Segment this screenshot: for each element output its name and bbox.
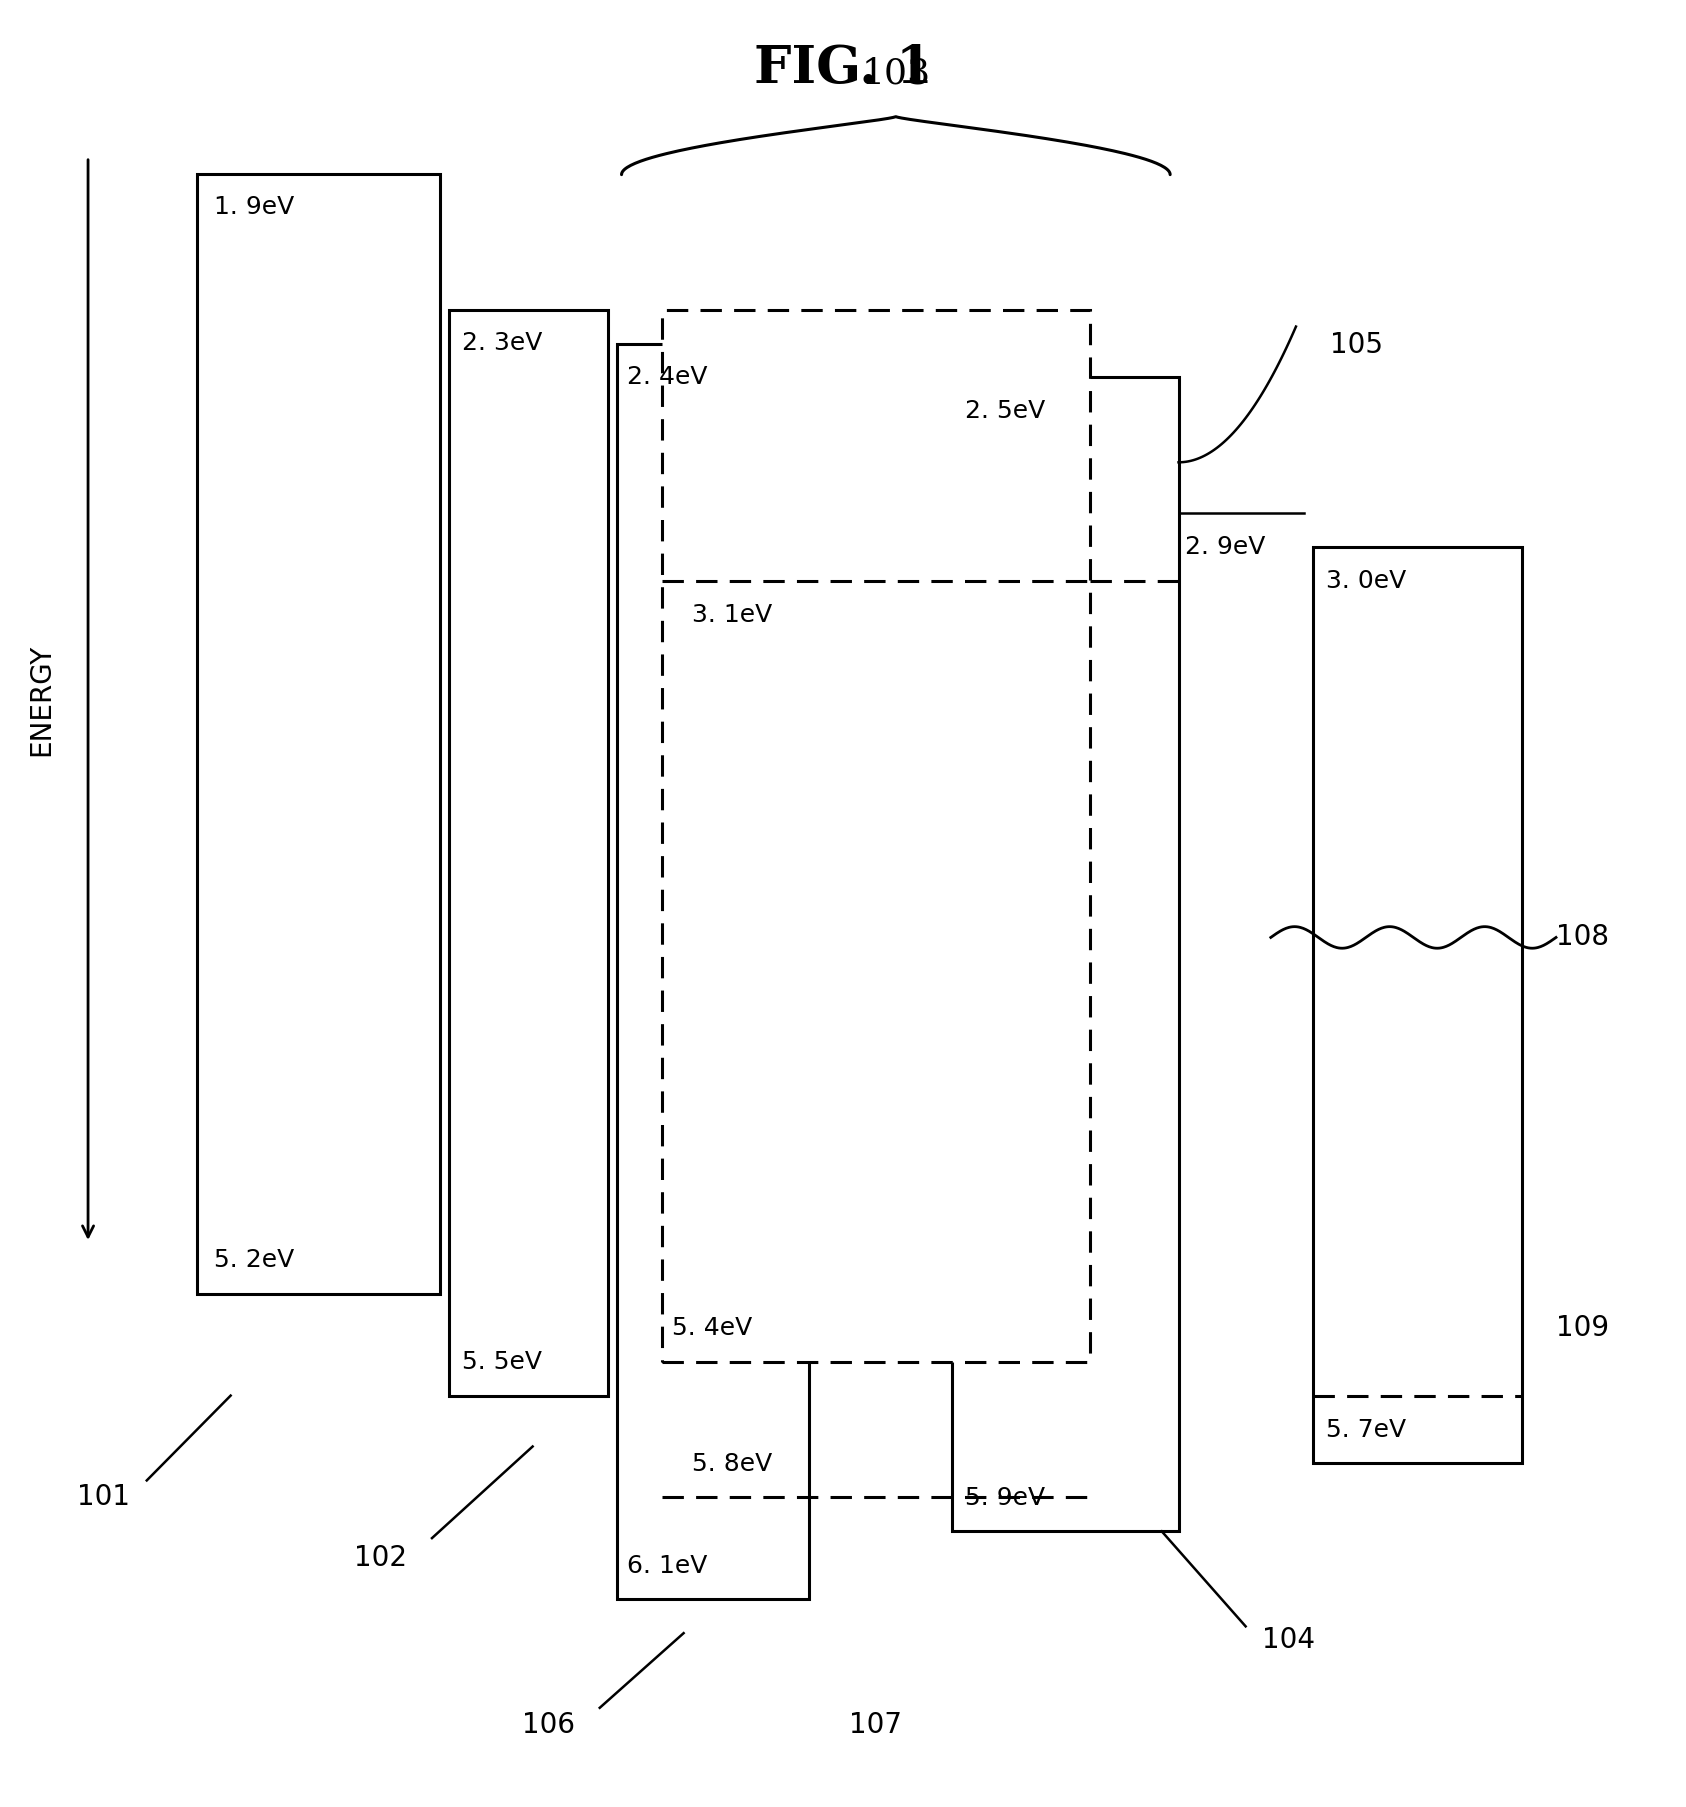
Text: 101: 101 [78,1484,130,1511]
Bar [448,309,609,1395]
Text: 5. 7eV: 5. 7eV [1327,1418,1406,1442]
Text: 5. 4eV: 5. 4eV [673,1315,752,1341]
Text: 6. 1eV: 6. 1eV [627,1554,706,1578]
Text: 1. 9eV: 1. 9eV [214,195,293,219]
Text: 5. 9eV: 5. 9eV [966,1485,1045,1511]
Text: ENERGY: ENERGY [27,643,56,755]
Text: 108: 108 [1556,923,1608,952]
Text: 2. 5eV: 2. 5eV [966,399,1045,423]
Text: 3. 1eV: 3. 1eV [691,604,772,627]
Text: 3. 0eV: 3. 0eV [1327,569,1406,593]
Text: 103: 103 [862,56,931,90]
Bar [197,173,440,1294]
Text: 5. 5eV: 5. 5eV [462,1350,543,1373]
Text: 2. 9eV: 2. 9eV [1185,535,1266,558]
Text: FIG. 1: FIG. 1 [754,43,932,94]
Text: 2. 3eV: 2. 3eV [462,331,543,356]
Text: 5. 2eV: 5. 2eV [214,1249,293,1272]
Bar [953,378,1179,1531]
Text: 102: 102 [354,1545,406,1572]
Text: 5. 8eV: 5. 8eV [691,1451,772,1476]
Text: 109: 109 [1556,1314,1608,1343]
Bar [1313,548,1522,1464]
Bar [663,309,1089,1362]
Bar [617,343,809,1599]
Text: 105: 105 [1330,331,1383,358]
Text: 2. 4eV: 2. 4eV [627,365,706,389]
Text: 106: 106 [521,1711,575,1738]
Text: 107: 107 [850,1711,902,1738]
Text: 104: 104 [1263,1626,1315,1653]
